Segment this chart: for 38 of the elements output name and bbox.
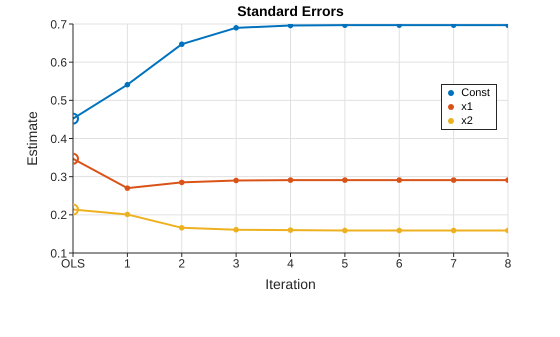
y-tick-label: 0.2 xyxy=(50,208,68,222)
y-tick-label: 0.7 xyxy=(50,17,68,32)
point xyxy=(178,225,185,231)
point xyxy=(342,177,348,183)
legend-label: Const xyxy=(461,86,490,100)
point xyxy=(124,185,130,191)
point xyxy=(342,228,348,234)
y-tick-label: 0.5 xyxy=(50,94,68,108)
legend-label: x2 xyxy=(461,114,473,128)
point xyxy=(233,226,239,233)
legend-label: x1 xyxy=(461,100,473,114)
point xyxy=(178,180,185,186)
x-tick-label: 7 xyxy=(450,256,458,271)
x-tick-label: 4 xyxy=(287,256,294,271)
y-tick-label: 0.6 xyxy=(50,55,68,70)
x-axis-title: Iteration xyxy=(265,276,316,292)
point xyxy=(288,227,294,233)
point xyxy=(178,41,185,48)
x-tick-label: 2 xyxy=(178,256,186,271)
point xyxy=(124,82,130,88)
point xyxy=(233,178,239,184)
x-tick-label: 6 xyxy=(396,256,403,271)
point xyxy=(124,212,130,218)
y-axis-title: Estimate xyxy=(24,111,40,166)
point xyxy=(233,25,239,31)
point xyxy=(288,24,294,28)
point xyxy=(396,177,402,183)
x-tick-label: 8 xyxy=(504,256,512,271)
y-tick-label: 0.3 xyxy=(50,170,68,184)
x-tick-label: 5 xyxy=(342,256,349,271)
x-tick-label: 1 xyxy=(124,256,132,271)
point xyxy=(288,177,294,183)
point xyxy=(450,177,456,183)
point xyxy=(450,228,456,234)
y-tick-label: 0.4 xyxy=(50,132,68,146)
point xyxy=(396,228,402,234)
x-tick-label: 3 xyxy=(232,256,240,271)
chart-title: Standard Errors xyxy=(236,3,345,19)
